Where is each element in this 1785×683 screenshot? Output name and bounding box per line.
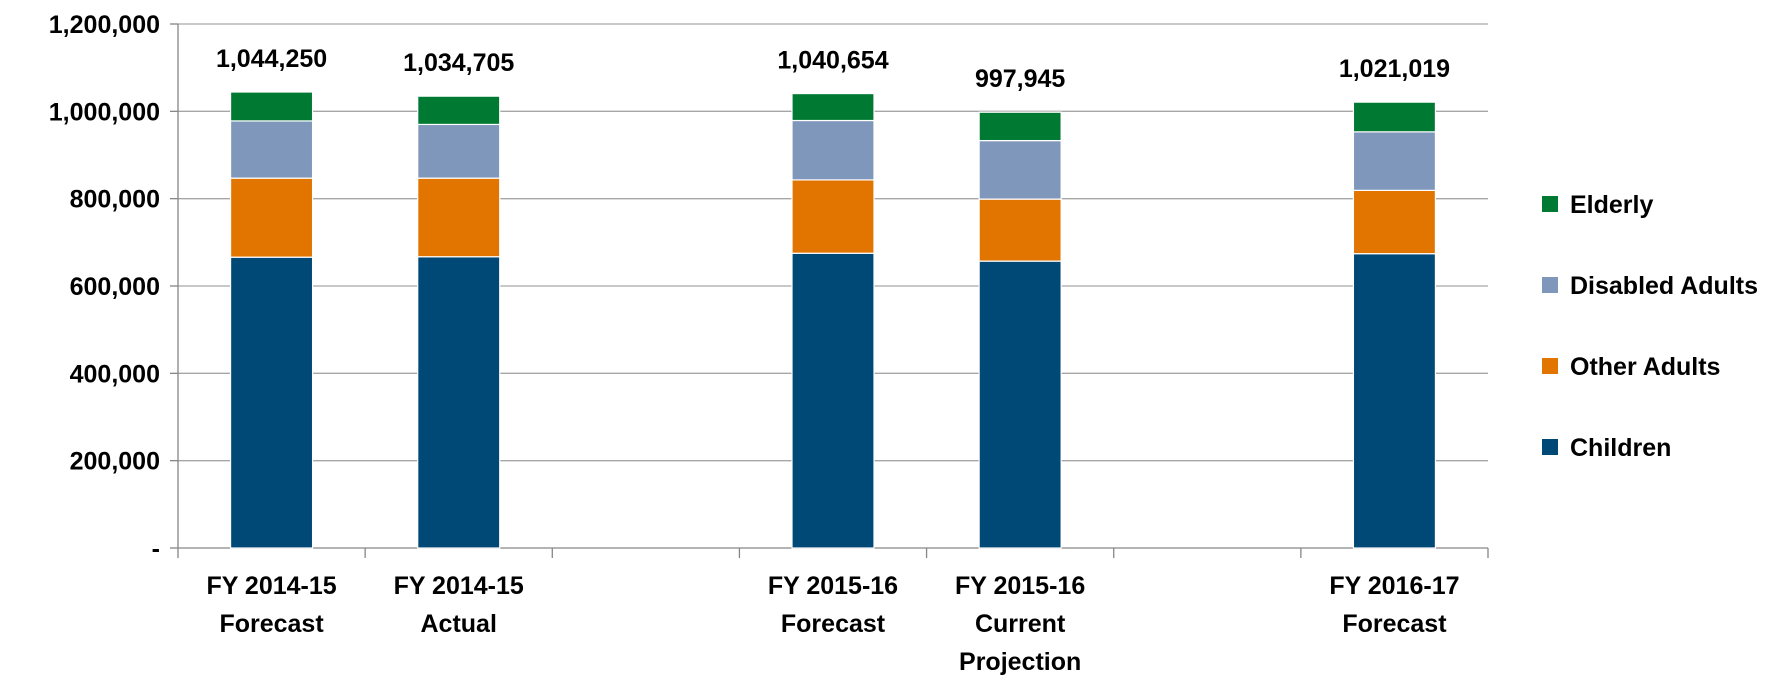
bar-segment-elderly [1352, 101, 1437, 133]
legend-label: Elderly [1570, 191, 1653, 219]
x-category-label: Forecast [1342, 610, 1447, 638]
bar-segment-elderly [417, 95, 501, 126]
y-tick-label: 800,000 [70, 186, 160, 214]
legend-label: Other Adults [1570, 353, 1720, 381]
bar-segment-other-adults [791, 179, 875, 254]
y-tick-label: 200,000 [70, 448, 160, 476]
bar-segment-children [417, 256, 501, 549]
x-category-label: FY 2014-15 [206, 572, 336, 600]
x-category-label: FY 2015-16 [768, 572, 898, 600]
x-category-label: Current [975, 610, 1066, 638]
legend-label: Disabled Adults [1570, 272, 1758, 300]
legend-swatch [1542, 439, 1558, 455]
bar-segment-elderly [229, 91, 314, 122]
y-tick-label: 1,200,000 [49, 11, 160, 39]
legend-swatch [1542, 358, 1558, 374]
legend-swatch [1542, 277, 1558, 293]
bar-total-label: 1,040,654 [777, 47, 888, 75]
x-category-label: FY 2015-16 [955, 572, 1085, 600]
bar-segment-other-adults [417, 177, 501, 258]
legend: Elderly Disabled Adults Other Adults Childr… [1542, 191, 1758, 462]
x-category-label: Forecast [219, 610, 324, 638]
x-category-label: Actual [421, 610, 497, 638]
x-category-label: Forecast [781, 610, 886, 638]
bar-total-label: 1,044,250 [216, 45, 327, 73]
bar-segment-elderly [978, 111, 1062, 142]
bar-segment-elderly [791, 92, 875, 122]
legend-swatch [1542, 196, 1558, 212]
bar-segment-disabled-adults [978, 139, 1062, 200]
legend-label: Children [1570, 434, 1671, 462]
bar-total-label: 1,021,019 [1339, 55, 1450, 83]
labels: 1,044,250 FY 2014-15 Forecast 1,034,705 FY 2… [206, 45, 1459, 676]
bar-segment-other-adults [229, 177, 314, 258]
bars [229, 91, 1437, 549]
bar-segment-disabled-adults [791, 119, 875, 181]
bar-segment-disabled-adults [417, 123, 501, 179]
y-tick-label: - [152, 535, 160, 563]
x-category-label: Projection [959, 648, 1081, 676]
y-tick-label: 1,000,000 [49, 98, 160, 126]
bar-segment-other-adults [1352, 189, 1437, 255]
bar-segment-children [229, 256, 314, 549]
bar-segment-children [978, 260, 1062, 549]
bar-segment-children [1352, 253, 1437, 549]
y-tick-label: 400,000 [70, 360, 160, 388]
bar-segment-children [791, 252, 875, 549]
bar-total-label: 1,034,705 [403, 49, 514, 77]
bar-segment-disabled-adults [1352, 131, 1437, 191]
axes: - 200,000 400,000 600,000 800,000 1,000,000 1,… [49, 11, 1489, 563]
x-category-label: FY 2014-15 [394, 572, 524, 600]
bar-segment-disabled-adults [229, 120, 314, 179]
x-category-label: FY 2016-17 [1329, 572, 1459, 600]
bar-total-label: 997,945 [975, 65, 1065, 93]
bar-segment-other-adults [978, 198, 1062, 262]
y-tick-label: 600,000 [70, 273, 160, 301]
